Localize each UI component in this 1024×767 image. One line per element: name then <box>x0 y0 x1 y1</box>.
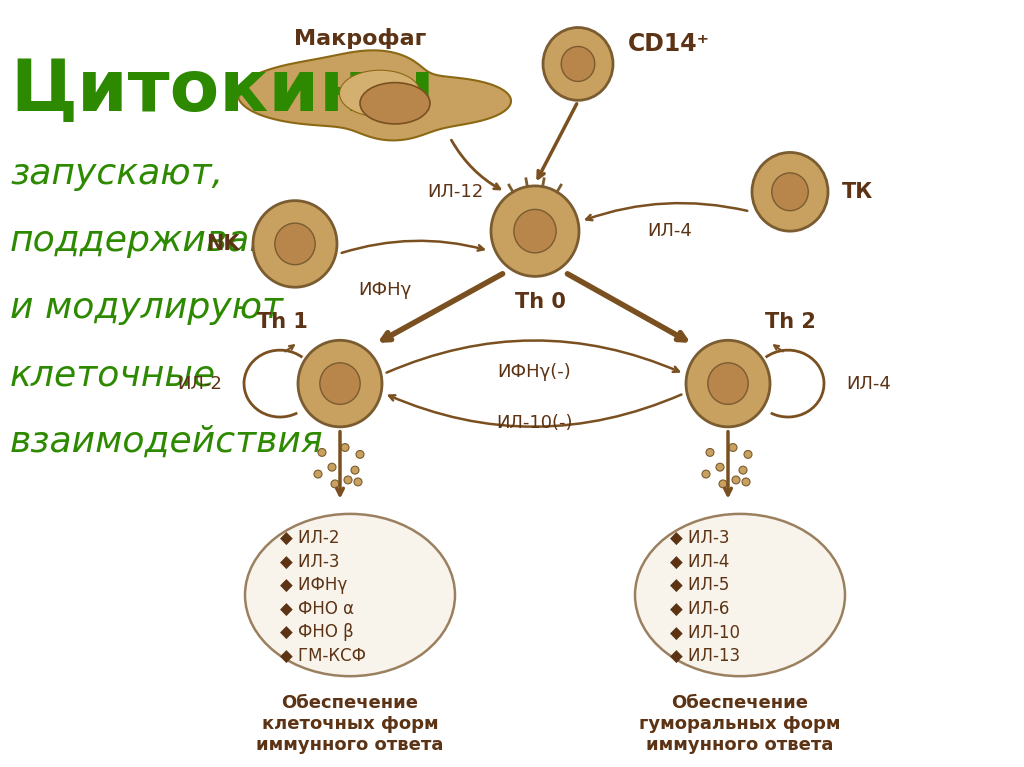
Ellipse shape <box>360 83 430 124</box>
Text: запускают,: запускают, <box>10 157 223 191</box>
Ellipse shape <box>752 153 828 231</box>
Text: ИЛ-2: ИЛ-2 <box>177 374 222 393</box>
Text: NK: NK <box>207 234 240 254</box>
Text: Th 1: Th 1 <box>257 312 307 332</box>
Text: ◆ ИЛ-2: ◆ ИЛ-2 <box>280 529 340 547</box>
Ellipse shape <box>561 47 595 81</box>
Ellipse shape <box>543 28 613 100</box>
Ellipse shape <box>354 478 362 486</box>
Text: поддерживают: поддерживают <box>10 224 302 258</box>
Polygon shape <box>340 71 421 117</box>
Text: взаимодействия: взаимодействия <box>10 425 324 459</box>
Ellipse shape <box>742 478 750 486</box>
Ellipse shape <box>772 173 808 211</box>
Polygon shape <box>238 51 511 140</box>
Ellipse shape <box>686 341 770 427</box>
Ellipse shape <box>319 363 360 404</box>
Text: ИФНγ(-): ИФНγ(-) <box>497 363 570 380</box>
Ellipse shape <box>356 450 364 459</box>
Text: Th 2: Th 2 <box>765 312 815 332</box>
Ellipse shape <box>331 480 339 488</box>
Text: ИЛ-4: ИЛ-4 <box>647 222 692 240</box>
Ellipse shape <box>732 476 740 484</box>
Ellipse shape <box>351 466 359 474</box>
Text: ◆ ИЛ-13: ◆ ИЛ-13 <box>670 647 740 665</box>
Ellipse shape <box>245 514 455 676</box>
Text: ИФНγ: ИФНγ <box>358 281 412 299</box>
Text: CD14⁺: CD14⁺ <box>628 32 710 56</box>
Ellipse shape <box>490 186 579 276</box>
Text: и модулируют: и модулируют <box>10 291 283 325</box>
Ellipse shape <box>708 363 749 404</box>
Text: ◆ ИЛ-3: ◆ ИЛ-3 <box>280 552 340 571</box>
Text: Обеспечение
клеточных форм
иммунного ответа: Обеспечение клеточных форм иммунного отв… <box>256 694 443 754</box>
Ellipse shape <box>702 470 710 478</box>
Text: Обеспечение
гуморальных форм
иммунного ответа: Обеспечение гуморальных форм иммунного о… <box>639 694 841 754</box>
Ellipse shape <box>253 201 337 287</box>
Ellipse shape <box>739 466 746 474</box>
Ellipse shape <box>719 480 727 488</box>
Ellipse shape <box>341 443 349 452</box>
Ellipse shape <box>344 476 352 484</box>
Text: ◆ ИЛ-10: ◆ ИЛ-10 <box>670 624 740 641</box>
Ellipse shape <box>706 449 714 456</box>
Ellipse shape <box>744 450 752 459</box>
Ellipse shape <box>274 223 315 265</box>
Ellipse shape <box>328 463 336 471</box>
Ellipse shape <box>298 341 382 427</box>
Text: ИЛ-10(-): ИЛ-10(-) <box>496 414 572 432</box>
Text: ◆ ФНО α: ◆ ФНО α <box>280 600 354 617</box>
Text: ТК: ТК <box>842 182 873 202</box>
Text: ◆ ФНО β: ◆ ФНО β <box>280 624 353 641</box>
Text: Цитокины: Цитокины <box>10 57 434 126</box>
Text: ◆ ИЛ-3: ◆ ИЛ-3 <box>670 529 729 547</box>
Text: ИЛ-12: ИЛ-12 <box>427 183 483 201</box>
Text: ИЛ-4: ИЛ-4 <box>846 374 891 393</box>
Text: ◆ ИФНγ: ◆ ИФНγ <box>280 576 347 594</box>
Text: Макрофаг: Макрофаг <box>294 28 426 49</box>
Ellipse shape <box>318 449 326 456</box>
Ellipse shape <box>716 463 724 471</box>
Text: Th 0: Th 0 <box>515 292 565 312</box>
Ellipse shape <box>729 443 737 452</box>
Ellipse shape <box>514 209 556 253</box>
Text: ◆ ИЛ-6: ◆ ИЛ-6 <box>670 600 729 617</box>
Ellipse shape <box>635 514 845 676</box>
Text: ◆ ГМ-КСФ: ◆ ГМ-КСФ <box>280 647 366 665</box>
Text: ◆ ИЛ-5: ◆ ИЛ-5 <box>670 576 729 594</box>
Text: ◆ ИЛ-4: ◆ ИЛ-4 <box>670 552 729 571</box>
Text: клеточные: клеточные <box>10 358 216 392</box>
Ellipse shape <box>314 470 322 478</box>
